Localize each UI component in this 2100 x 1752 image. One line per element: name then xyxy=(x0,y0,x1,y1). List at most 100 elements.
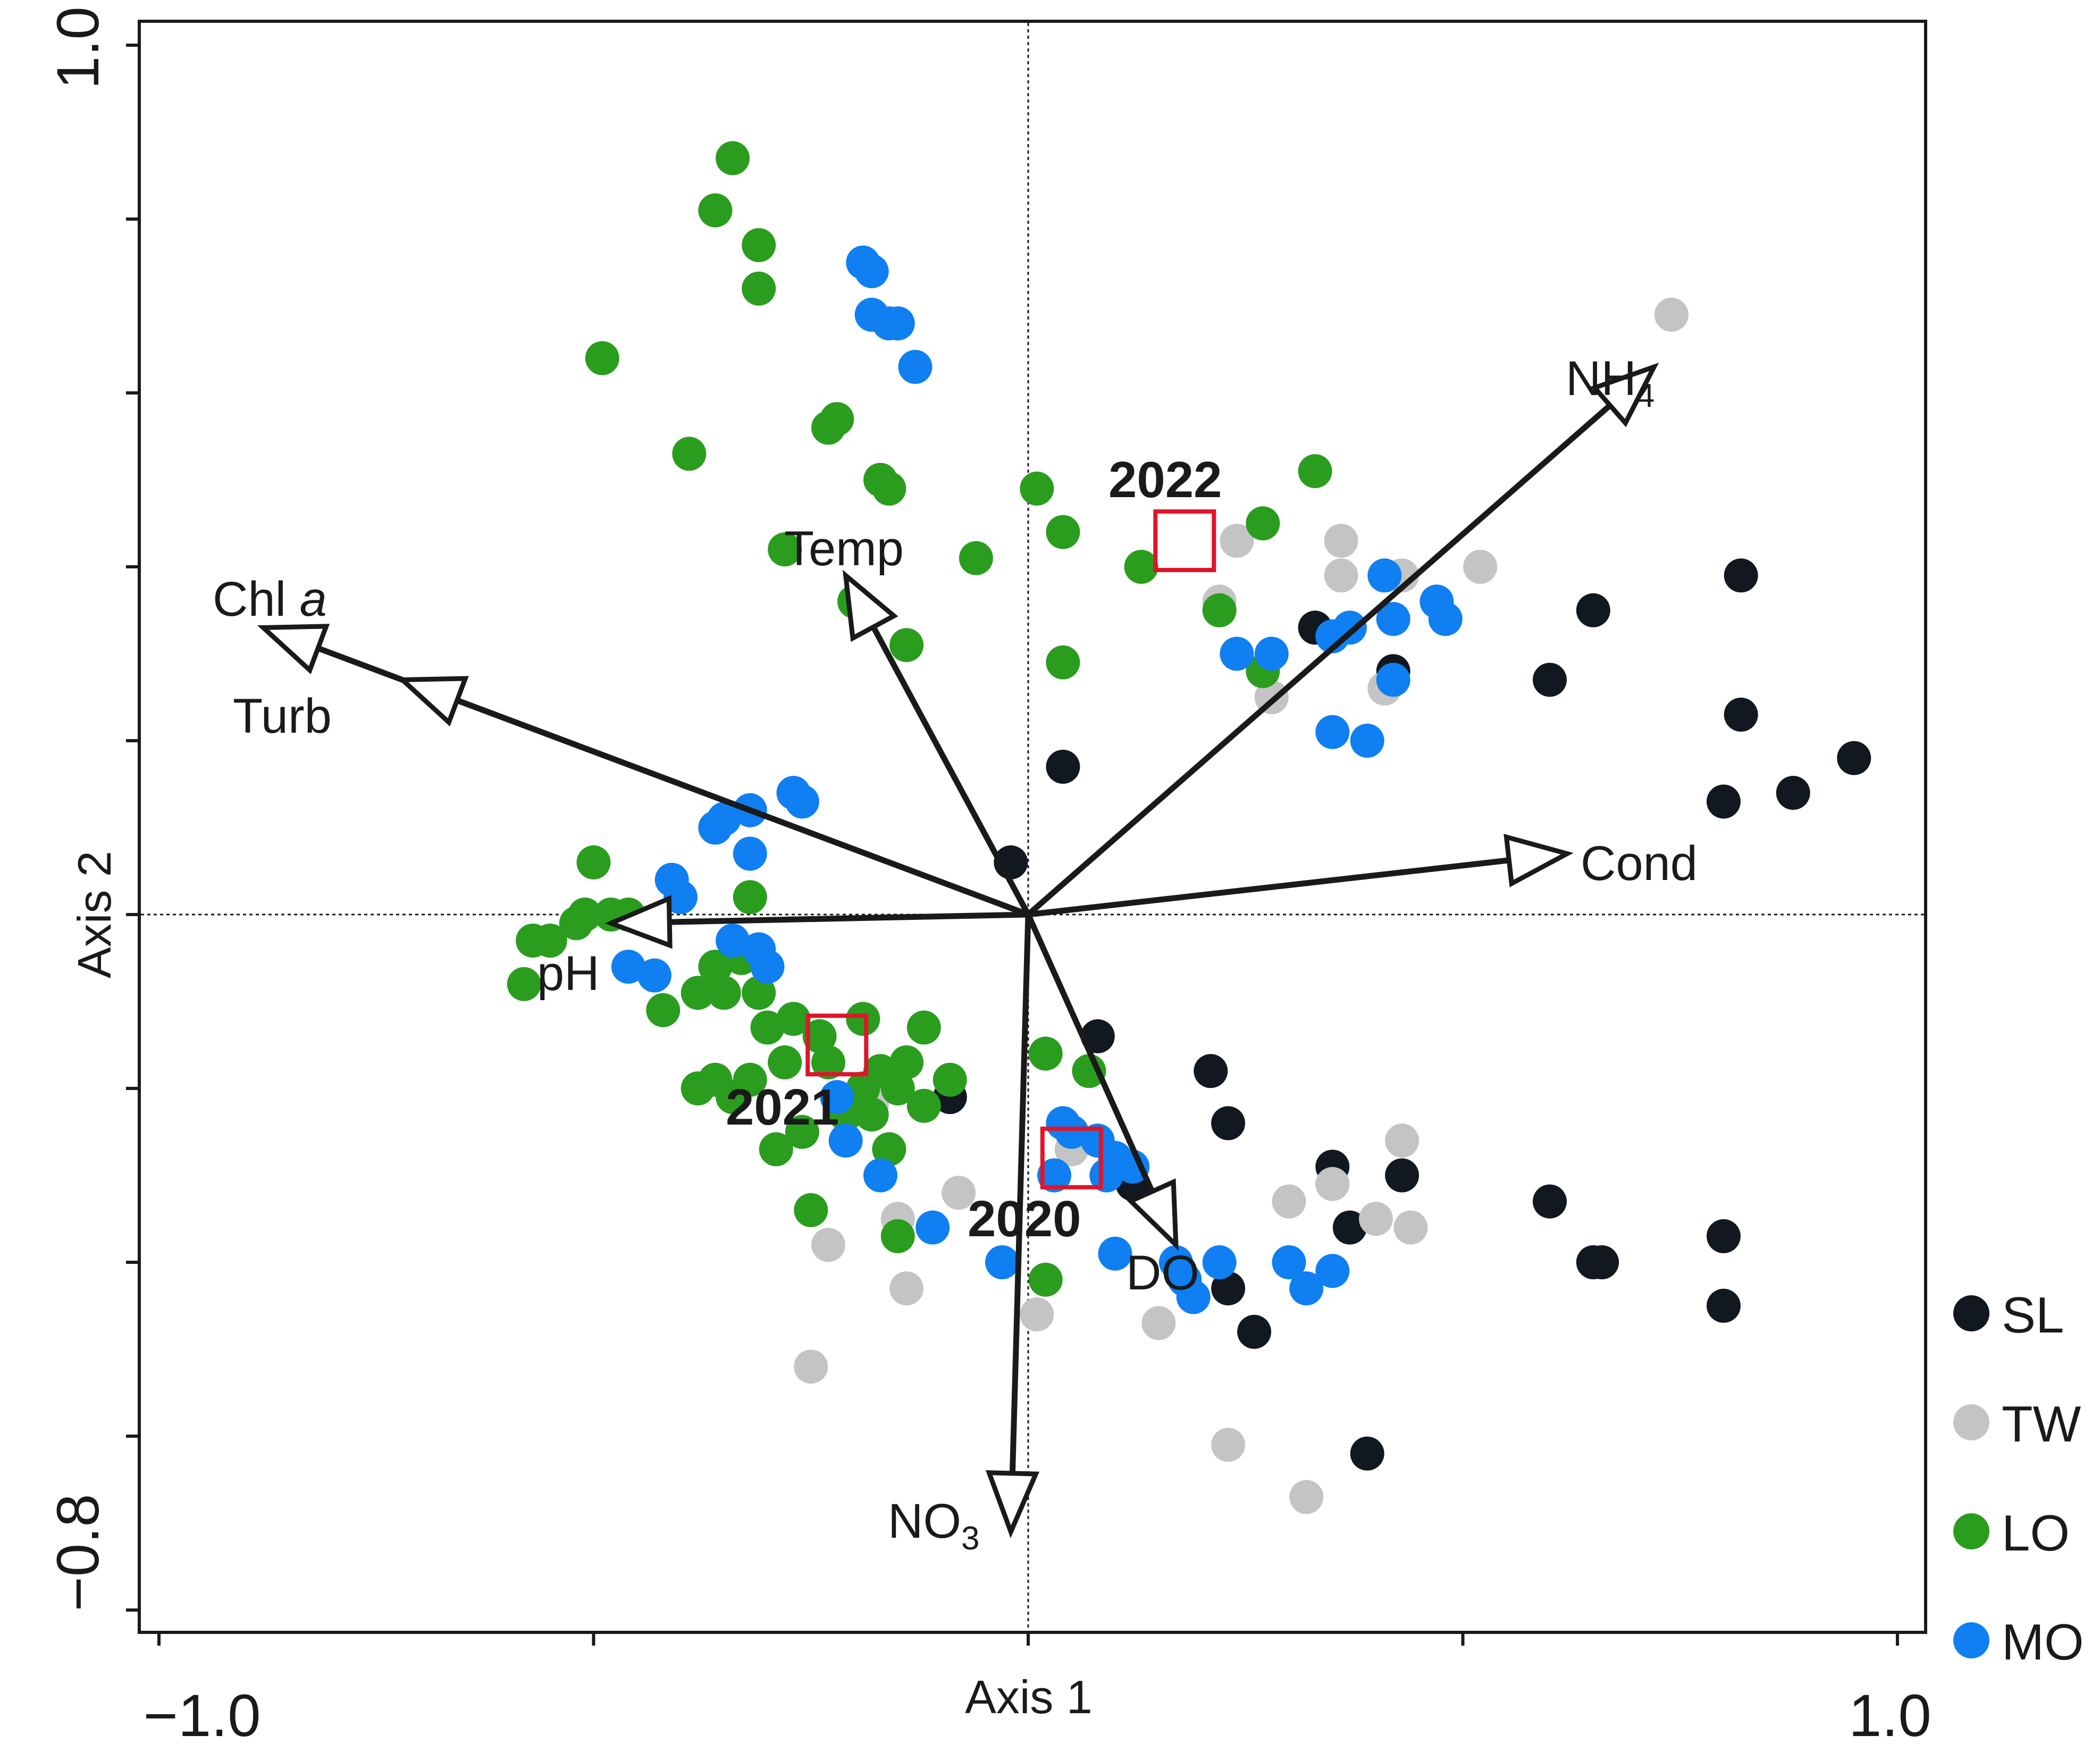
point-lo xyxy=(785,1114,819,1149)
point-mo xyxy=(785,784,819,819)
point-mo xyxy=(1037,1158,1071,1193)
point-lo xyxy=(1020,471,1054,506)
point-lo xyxy=(646,993,681,1027)
point-sl xyxy=(1707,784,1741,819)
point-lo xyxy=(1046,515,1080,549)
vector-line-do xyxy=(1025,911,1155,1195)
legend-marker-lo xyxy=(1953,1513,1989,1549)
vector-label-no3: NO3 xyxy=(888,1494,979,1557)
point-mo xyxy=(1367,558,1402,593)
point-lo xyxy=(933,1062,967,1097)
point-mo xyxy=(1376,602,1410,636)
vector-line-nh4 xyxy=(1025,402,1613,918)
legend-marker-tw xyxy=(1953,1404,1989,1440)
point-sl xyxy=(1194,1054,1228,1088)
vector-label-nh4: NH4 xyxy=(1566,351,1654,414)
point-mo xyxy=(1315,619,1350,653)
point-lo xyxy=(1046,645,1080,680)
point-mo xyxy=(898,350,933,384)
point-mo xyxy=(854,254,889,289)
point-lo xyxy=(811,1045,845,1079)
point-lo xyxy=(742,271,776,306)
vector-label-temp: Temp xyxy=(784,522,904,576)
point-sl xyxy=(1211,1106,1246,1141)
sample-points xyxy=(507,141,1871,1514)
point-tw xyxy=(1463,550,1498,584)
point-mo xyxy=(663,880,698,915)
point-tw xyxy=(1315,1167,1350,1201)
point-mo xyxy=(698,810,733,845)
year-label-2021: 2021 xyxy=(726,1079,839,1136)
point-sl xyxy=(1237,1314,1272,1349)
vector-label-cond: Cond xyxy=(1581,836,1698,891)
point-lo xyxy=(768,1045,802,1079)
point-lo xyxy=(585,341,619,375)
x-axis-label: Axis 1 xyxy=(965,1671,1093,1723)
point-lo xyxy=(1298,454,1332,489)
legend-label-sl: SL xyxy=(2002,1287,2064,1344)
legend-label-mo: MO xyxy=(2002,1614,2084,1671)
point-tw xyxy=(1385,1124,1419,1158)
point-lo xyxy=(576,845,611,879)
vector-head-chl-a xyxy=(257,624,330,675)
point-mo xyxy=(1315,715,1350,749)
point-mo xyxy=(1054,1114,1089,1149)
point-mo xyxy=(1289,1271,1324,1306)
point-mo xyxy=(915,1210,950,1245)
point-tw xyxy=(1141,1306,1176,1340)
point-lo xyxy=(742,976,776,1010)
point-lo xyxy=(698,193,733,228)
point-sl xyxy=(1046,750,1080,784)
point-sl xyxy=(1707,1219,1741,1253)
vector-head-ph xyxy=(604,895,673,949)
point-mo xyxy=(1089,1158,1124,1193)
point-sl xyxy=(1385,1158,1419,1193)
point-mo xyxy=(1220,636,1254,671)
point-sl xyxy=(1707,1288,1741,1323)
point-lo xyxy=(759,1132,793,1167)
point-lo xyxy=(716,1080,750,1114)
centroid-box-2022 xyxy=(1153,509,1216,572)
point-lo xyxy=(846,1002,880,1036)
point-lo xyxy=(880,1219,915,1253)
point-sl xyxy=(1837,741,1871,775)
vector-head-temp xyxy=(842,569,898,642)
vector-head-nh4 xyxy=(1590,363,1659,427)
vector-label-chl-a: Chl a xyxy=(213,572,327,626)
point-lo xyxy=(768,532,802,567)
legend-marker-mo xyxy=(1953,1622,1989,1658)
point-tw xyxy=(1393,1210,1428,1245)
point-lo xyxy=(681,976,715,1010)
point-tw xyxy=(1211,1428,1246,1462)
point-tw xyxy=(1324,524,1358,558)
centroid-box-2021 xyxy=(805,1013,869,1077)
y-tick-label-max: 1.0 xyxy=(45,6,111,89)
point-lo xyxy=(672,437,707,471)
point-lo xyxy=(811,410,845,445)
point-tw xyxy=(794,1349,828,1384)
point-lo xyxy=(906,1088,941,1123)
point-lo xyxy=(707,976,741,1010)
point-mo xyxy=(820,1080,854,1114)
point-lo xyxy=(1202,593,1237,627)
point-lo xyxy=(750,1010,785,1045)
point-lo xyxy=(889,1045,924,1079)
point-sl xyxy=(1724,698,1758,732)
environmental-vectors xyxy=(257,363,1659,1538)
point-sl xyxy=(1585,1245,1619,1279)
legend-label-tw: TW xyxy=(2002,1396,2081,1453)
vector-head-cond xyxy=(1503,834,1574,887)
point-lo xyxy=(1124,550,1158,584)
point-tw xyxy=(1220,524,1254,558)
point-lo xyxy=(716,141,750,175)
point-lo xyxy=(1028,1262,1063,1297)
point-lo xyxy=(533,924,567,958)
point-lo xyxy=(1028,1036,1063,1071)
point-mo xyxy=(863,1158,897,1193)
point-tw xyxy=(1289,1480,1324,1514)
point-lo xyxy=(733,880,767,915)
vector-line-temp xyxy=(870,624,1031,918)
point-lo xyxy=(507,967,541,1001)
vector-head-do xyxy=(1127,1178,1179,1251)
